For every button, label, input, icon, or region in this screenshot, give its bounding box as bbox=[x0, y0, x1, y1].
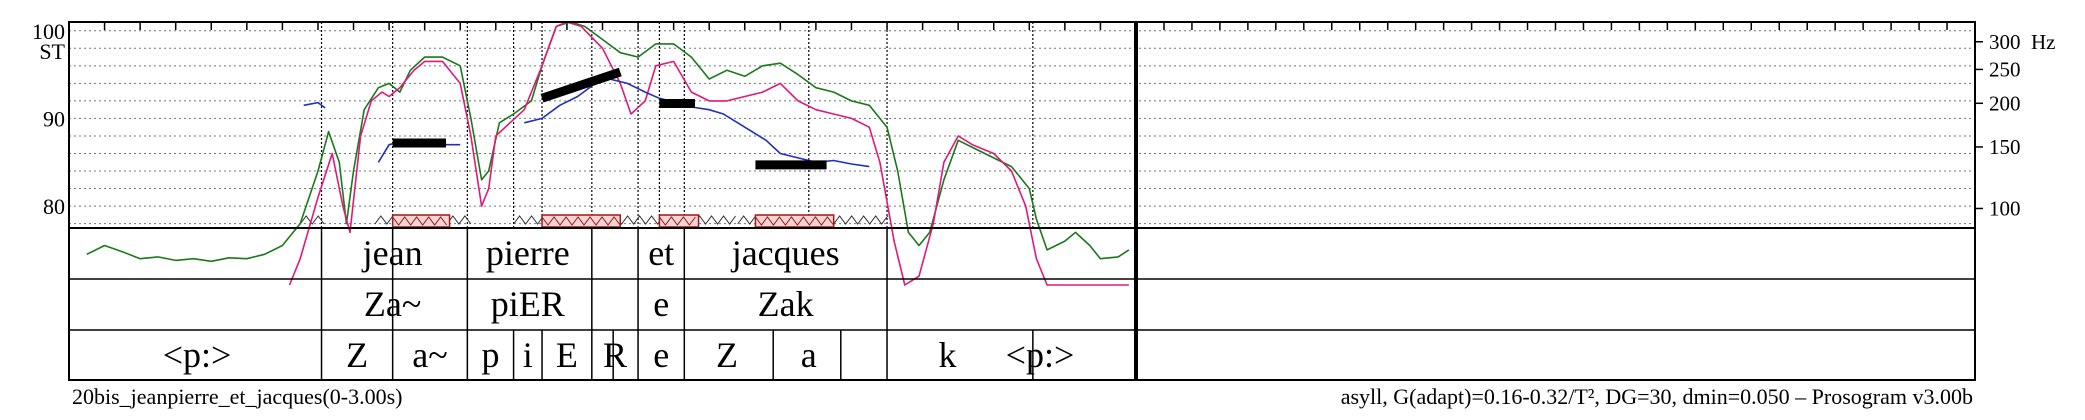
left-axis-unit: ST bbox=[39, 39, 65, 64]
f0-curve bbox=[303, 101, 326, 109]
right-axis-unit: Hz bbox=[2031, 30, 2056, 54]
data-series bbox=[86, 21, 1130, 286]
stylization-segments bbox=[392, 67, 827, 170]
phone-label: E bbox=[556, 335, 578, 375]
syllable-label: Za~ bbox=[364, 284, 421, 324]
phone-label: k bbox=[938, 335, 956, 375]
chart-frame bbox=[68, 21, 1976, 381]
settings-caption: asyll, G(adapt)=0.16-0.32/T², DG=30, dmi… bbox=[1341, 384, 1973, 409]
word-label: pierre bbox=[486, 233, 570, 273]
nucleus-hatch bbox=[392, 216, 448, 226]
nucleus-hatch bbox=[659, 216, 696, 226]
phone-label: i bbox=[523, 335, 533, 375]
right-axis-tick-label: 100 bbox=[1989, 196, 2021, 220]
left-axis-tick-label: 100 bbox=[32, 19, 65, 44]
phone-label: <p:> bbox=[1006, 335, 1075, 375]
syllable-label: Zak bbox=[758, 284, 814, 324]
phone-label: Z bbox=[346, 335, 368, 375]
frame-border bbox=[68, 21, 1976, 381]
right-axis-tick-label: 200 bbox=[1989, 91, 2021, 115]
phone-label: a bbox=[801, 335, 817, 375]
phone-label: p bbox=[481, 335, 499, 375]
right-axis-tick-label: 300 bbox=[1989, 30, 2021, 54]
left-axis-tick-label: 90 bbox=[43, 106, 65, 131]
phone-label: e bbox=[653, 335, 669, 375]
syllable-label: e bbox=[653, 284, 669, 324]
syllable-label: piER bbox=[491, 284, 565, 324]
phone-label: a~ bbox=[412, 335, 447, 375]
phone-label: Z bbox=[716, 335, 738, 375]
segment-boundaries bbox=[320, 22, 1034, 228]
stylization-segment bbox=[540, 67, 622, 103]
phone-label: R bbox=[603, 335, 627, 375]
right-axis-tick-label: 250 bbox=[1989, 57, 2021, 81]
left-axis-tick-label: 80 bbox=[43, 194, 65, 219]
zigzag-marker bbox=[299, 215, 325, 225]
y-axis-labels: 100 90 80 ST 300 250 200 150 100 Hz bbox=[32, 19, 2056, 221]
pitch-curve bbox=[288, 21, 1129, 286]
word-label: jean bbox=[361, 233, 423, 273]
nucleus-hatch bbox=[755, 216, 834, 226]
nucleus-hatch bbox=[541, 216, 621, 226]
phone-label: <p:> bbox=[163, 335, 232, 375]
chart-title: 20bis_jeanpierre_et_jacques(0-3.00s) bbox=[72, 384, 403, 409]
f0-curve bbox=[524, 78, 870, 168]
nucleus-boxes bbox=[391, 214, 835, 228]
x-axis-ticks bbox=[103, 22, 1948, 30]
word-label: jacques bbox=[730, 233, 840, 273]
right-axis-tick-label: 150 bbox=[1989, 135, 2021, 159]
intensity-curve bbox=[86, 21, 1130, 263]
word-label: et bbox=[648, 233, 674, 273]
